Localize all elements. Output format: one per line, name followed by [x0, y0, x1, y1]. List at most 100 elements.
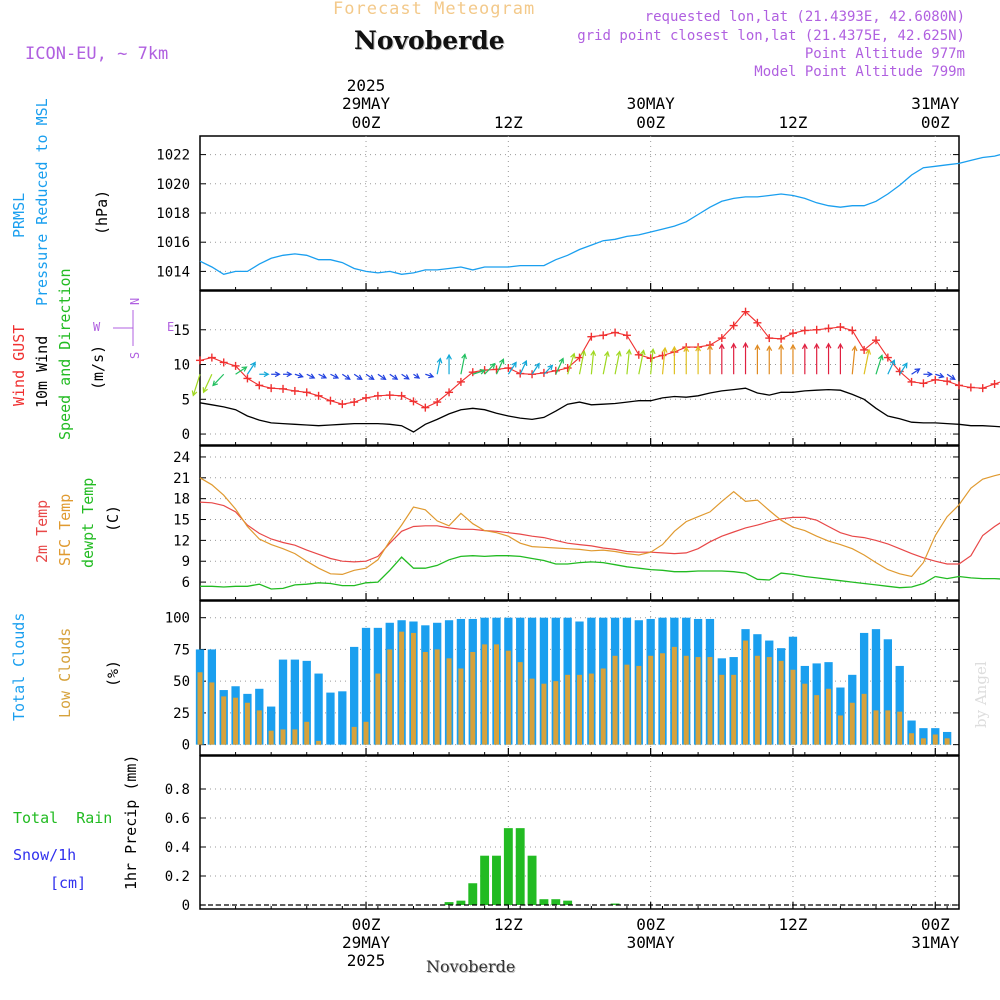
- low-cloud-bar: [399, 631, 405, 745]
- compass-east: E: [167, 320, 174, 334]
- gust-marker: [729, 321, 738, 330]
- arrow-head: [428, 372, 435, 379]
- gust-marker: [575, 353, 584, 362]
- arrow-shaft: [425, 373, 434, 378]
- arrow-shaft: [389, 373, 398, 380]
- gust-marker: [717, 334, 726, 343]
- arrow-shaft: [318, 373, 327, 379]
- gust-marker: [231, 361, 240, 370]
- gust-marker: [587, 332, 596, 341]
- time-axis-labels: 00Z00Z29MAY29MAY2025202512Z12Z00Z00Z30MA…: [342, 76, 960, 970]
- rain-bar: [468, 883, 478, 905]
- arrow-head: [414, 373, 421, 379]
- pressure-series-line: [199, 154, 1000, 275]
- total-cloud-bar: [350, 646, 359, 745]
- y-tick-label: 0: [182, 738, 190, 754]
- low-cloud-bar: [909, 733, 915, 745]
- year-label-bottom: 2025: [347, 951, 386, 970]
- total-cloud-bar: [326, 692, 335, 745]
- location-title: Novoberde: [354, 26, 505, 55]
- arrow-head: [639, 349, 646, 356]
- wind-direction-arrow: [825, 342, 832, 375]
- arrow-head: [320, 373, 328, 379]
- arrow-shaft: [661, 347, 666, 375]
- arrow-shaft: [887, 359, 895, 375]
- wind-direction-arrow: [425, 372, 435, 379]
- gust-marker: [753, 318, 762, 327]
- low-cloud-bar: [493, 644, 499, 745]
- low-cloud-bar: [802, 683, 808, 745]
- arrow-head: [649, 348, 656, 355]
- wind-unit: (m/s): [89, 345, 107, 390]
- temperature-panel: [199, 445, 960, 601]
- total-cloud-bar: [302, 660, 311, 745]
- y-tick-label: 15: [173, 513, 190, 529]
- low-cloud-bar: [826, 688, 832, 745]
- model-altitude: Model Point Altitude 799m: [754, 64, 965, 80]
- gust-marker: [824, 324, 833, 333]
- gust-marker: [504, 364, 513, 372]
- arrow-head: [479, 368, 486, 375]
- arrow-shaft: [567, 353, 575, 375]
- rain-bar: [527, 855, 537, 905]
- low-cloud-bar: [529, 678, 535, 745]
- gust-marker: [848, 326, 857, 335]
- wind-direction-arrow: [695, 345, 702, 375]
- gust-marker: [860, 345, 869, 354]
- rain-bar: [492, 855, 501, 905]
- y-tick-label: 9: [182, 554, 190, 570]
- low-cloud-bar: [648, 655, 654, 745]
- gust-marker: [966, 383, 975, 392]
- gust-marker: [800, 326, 809, 335]
- wind-direction-arrow: [813, 342, 820, 375]
- arrow-shaft: [484, 363, 496, 375]
- wind-direction-arrow: [306, 373, 316, 379]
- wind-direction-arrow: [899, 362, 908, 375]
- gust-marker: [302, 388, 311, 397]
- arrow-head: [825, 342, 832, 349]
- total-cloud-bar: [314, 673, 323, 745]
- arrow-head: [212, 380, 218, 387]
- arrow-head: [851, 345, 858, 352]
- arrow-head: [356, 374, 363, 381]
- wind-gust-label: Wind GUST: [10, 325, 28, 406]
- time-label-bottom: 00Z: [352, 915, 381, 934]
- low-cloud-bar: [707, 657, 713, 745]
- arrow-shaft: [353, 373, 363, 380]
- arrow-head: [489, 362, 496, 369]
- wind-direction-arrow: [246, 361, 256, 375]
- time-label-bottom: 00Z: [921, 915, 950, 934]
- wind-direction-arrow: [446, 353, 452, 375]
- gust-marker: [219, 358, 228, 367]
- wind-direction-arrow: [555, 357, 564, 375]
- low-cloud-bar: [256, 710, 262, 745]
- gust-marker: [871, 336, 880, 345]
- y-tick-label: 0: [182, 898, 190, 914]
- arrow-shaft: [330, 373, 339, 379]
- arrow-head: [580, 349, 587, 356]
- low-cloud-bar: [861, 693, 867, 745]
- low-cloud-bar: [316, 740, 322, 745]
- wind-direction-arrow: [283, 371, 293, 378]
- gust-marker: [385, 391, 394, 400]
- arrow-shaft: [507, 362, 517, 375]
- arrow-head: [604, 350, 610, 357]
- arrow-shaft: [555, 358, 564, 375]
- arrow-shaft: [650, 349, 654, 375]
- arrow-shaft: [472, 369, 485, 375]
- gust-marker: [765, 334, 774, 343]
- arrow-head: [865, 348, 872, 355]
- date-label-bottom: 31MAY: [911, 933, 960, 952]
- arrow-head: [889, 359, 896, 366]
- y-tick-label: 15: [173, 323, 190, 339]
- total-cloud-bar: [338, 691, 347, 745]
- arrow-head: [813, 342, 820, 349]
- wind-direction-arrow: [413, 373, 421, 379]
- arrow-head: [938, 372, 945, 379]
- time-label-bottom: 00Z: [636, 915, 665, 934]
- gust-marker: [883, 353, 892, 362]
- wind-direction-arrow: [683, 346, 690, 375]
- wind-series-line: [199, 387, 1000, 433]
- arrow-shaft: [377, 373, 386, 380]
- low-cloud-bar: [849, 702, 855, 745]
